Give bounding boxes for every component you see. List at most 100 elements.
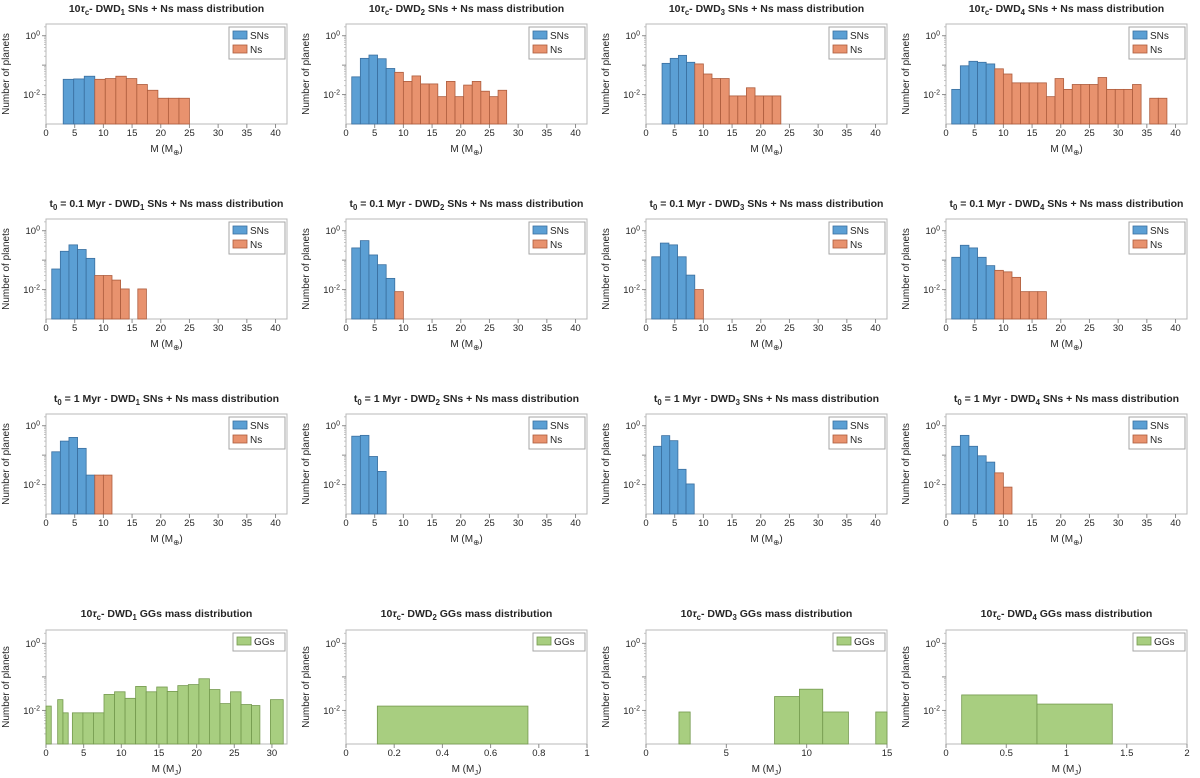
x-tick-label: 10 — [398, 128, 409, 139]
bar-sns — [985, 265, 996, 320]
x-tick-label: 25 — [1084, 128, 1095, 139]
bar-ggs — [57, 699, 64, 745]
legend: SNs Ns — [828, 26, 886, 60]
legend-label-ns: Ns — [1150, 435, 1162, 446]
x-tick-label: 20 — [1055, 518, 1066, 529]
subplot-r1c3: 100 10-2 0 5 10 15 20 25 30 35 40 10τc- DWD3 SNs + … — [600, 0, 900, 195]
bar-ns — [120, 288, 130, 320]
x-tick-label: 35 — [842, 323, 853, 334]
x-tick-label: 0 — [943, 323, 948, 334]
legend-swatch-ggs — [536, 636, 552, 646]
bar-sns — [985, 63, 996, 125]
x-tick-label: 5 — [372, 128, 377, 139]
legend-label-ggs: GGs — [254, 637, 275, 648]
bar-ns — [489, 96, 499, 125]
bar-ns — [94, 474, 104, 515]
y-tick-label: 100 — [326, 421, 341, 433]
x-tick-label: 5 — [972, 128, 977, 139]
plot-title: t0 = 1 Myr - DWD1 SNs + Ns mass distribu… — [54, 393, 279, 407]
legend-swatch-sns — [232, 420, 248, 430]
x-tick-label: 15 — [882, 748, 893, 759]
bar-ggs — [230, 691, 242, 745]
bar-sns — [385, 68, 396, 125]
x-tick-label: 30 — [513, 323, 524, 334]
bar-ggs — [135, 686, 147, 745]
bar-ns — [497, 89, 508, 125]
x-tick-label: 40 — [1170, 128, 1181, 139]
y-tick-label: 10-2 — [23, 284, 40, 296]
bar-sns — [669, 57, 679, 125]
x-tick-label: 0 — [643, 323, 648, 334]
y-axis-label: Number of planets — [1, 33, 12, 115]
y-axis-label: Number of planets — [301, 228, 312, 310]
x-tick-label: 5 — [372, 518, 377, 529]
legend-swatch-ns — [1132, 239, 1148, 249]
bar-ggs — [62, 712, 69, 745]
x-tick-label: 35 — [1142, 518, 1153, 529]
legend-label-ns: Ns — [850, 435, 862, 446]
bar-ggs — [774, 696, 800, 745]
bar-sns — [977, 256, 987, 320]
x-tick-label: 30 — [1113, 128, 1124, 139]
bar-ns — [146, 89, 159, 125]
bar-ggs — [145, 691, 158, 745]
x-tick-label: 0 — [643, 128, 648, 139]
x-tick-label: 40 — [570, 128, 581, 139]
bar-sns — [377, 264, 387, 320]
y-tick-label: 100 — [626, 226, 641, 238]
x-tick-label: 25 — [484, 323, 495, 334]
x-axis-label: M (MJ) — [1052, 764, 1082, 777]
x-tick-label: 0 — [943, 128, 948, 139]
bar-ggs — [822, 711, 849, 745]
bar-sns — [661, 62, 671, 125]
bar-sns — [968, 445, 978, 515]
x-tick-label: 10 — [698, 128, 709, 139]
x-tick-label: 0 — [643, 748, 648, 759]
x-tick-label: 30 — [213, 128, 224, 139]
histogram-r3c2: 100 10-2 0 5 10 15 20 25 30 35 40 t0 = 1 Myr - DWD2… — [301, 393, 588, 547]
x-tick-label: 25 — [1084, 518, 1095, 529]
x-tick-label: 20 — [455, 518, 466, 529]
x-tick-label: 25 — [784, 128, 795, 139]
bar-sns — [977, 61, 987, 125]
legend-swatch-ggs — [236, 636, 252, 646]
bar-ggs — [1036, 703, 1113, 745]
legend-label-sns: SNs — [550, 226, 569, 237]
legend-swatch-sns — [1132, 30, 1148, 40]
bar-sns — [68, 244, 78, 320]
bar-ns — [720, 78, 730, 125]
x-tick-label: 0.8 — [532, 748, 545, 759]
y-tick-label: 100 — [26, 31, 41, 43]
x-tick-label: 35 — [1142, 128, 1153, 139]
subplot-r2c2: 100 10-2 0 5 10 15 20 25 30 35 40 t0 = 0.1 Myr - DW… — [300, 195, 600, 390]
bar-ggs — [166, 690, 179, 745]
bar-ns — [136, 84, 148, 125]
y-tick-label: 10-2 — [623, 89, 640, 101]
x-tick-label: 25 — [1084, 323, 1095, 334]
bar-ns — [115, 75, 127, 125]
bar-ns — [137, 288, 147, 320]
legend-swatch-ns — [1132, 434, 1148, 444]
x-tick-label: 15 — [727, 128, 738, 139]
subplot-r3c2: 100 10-2 0 5 10 15 20 25 30 35 40 t0 = 1 Myr - DWD2… — [300, 390, 600, 585]
bar-ns — [694, 289, 704, 320]
y-tick-label: 10-2 — [623, 284, 640, 296]
x-axis-label: M (MJ) — [152, 764, 182, 777]
histogram-r2c2: 100 10-2 0 5 10 15 20 25 30 35 40 t0 = 0.1 Myr - DW… — [301, 198, 588, 352]
x-tick-label: 5 — [72, 323, 77, 334]
bar-ns — [420, 83, 430, 125]
bar-sns — [377, 58, 387, 125]
subplot-r1c1: 100 10-2 0 5 10 15 20 25 30 35 40 10τc- DWD1 SNs + … — [0, 0, 300, 195]
legend-swatch-sns — [1132, 420, 1148, 430]
subplot-r4c1: 100 10-2 0 5 10 15 20 25 30 10τc- DWD1 GGs mass d… — [0, 600, 300, 778]
bar-ns — [471, 81, 482, 125]
subplot-r3c1: 100 10-2 0 5 10 15 20 25 30 35 40 t0 = 1 Myr - DWD1… — [0, 390, 300, 585]
x-tick-label: 30 — [813, 518, 824, 529]
y-tick-label: 100 — [926, 421, 941, 433]
bar-ns — [446, 81, 456, 125]
x-tick-label: 0 — [43, 323, 48, 334]
legend-swatch-sns — [532, 420, 548, 430]
x-axis-label: M (MJ) — [452, 764, 482, 777]
y-axis-label: Number of planets — [1, 423, 12, 505]
bar-sns — [385, 277, 396, 320]
